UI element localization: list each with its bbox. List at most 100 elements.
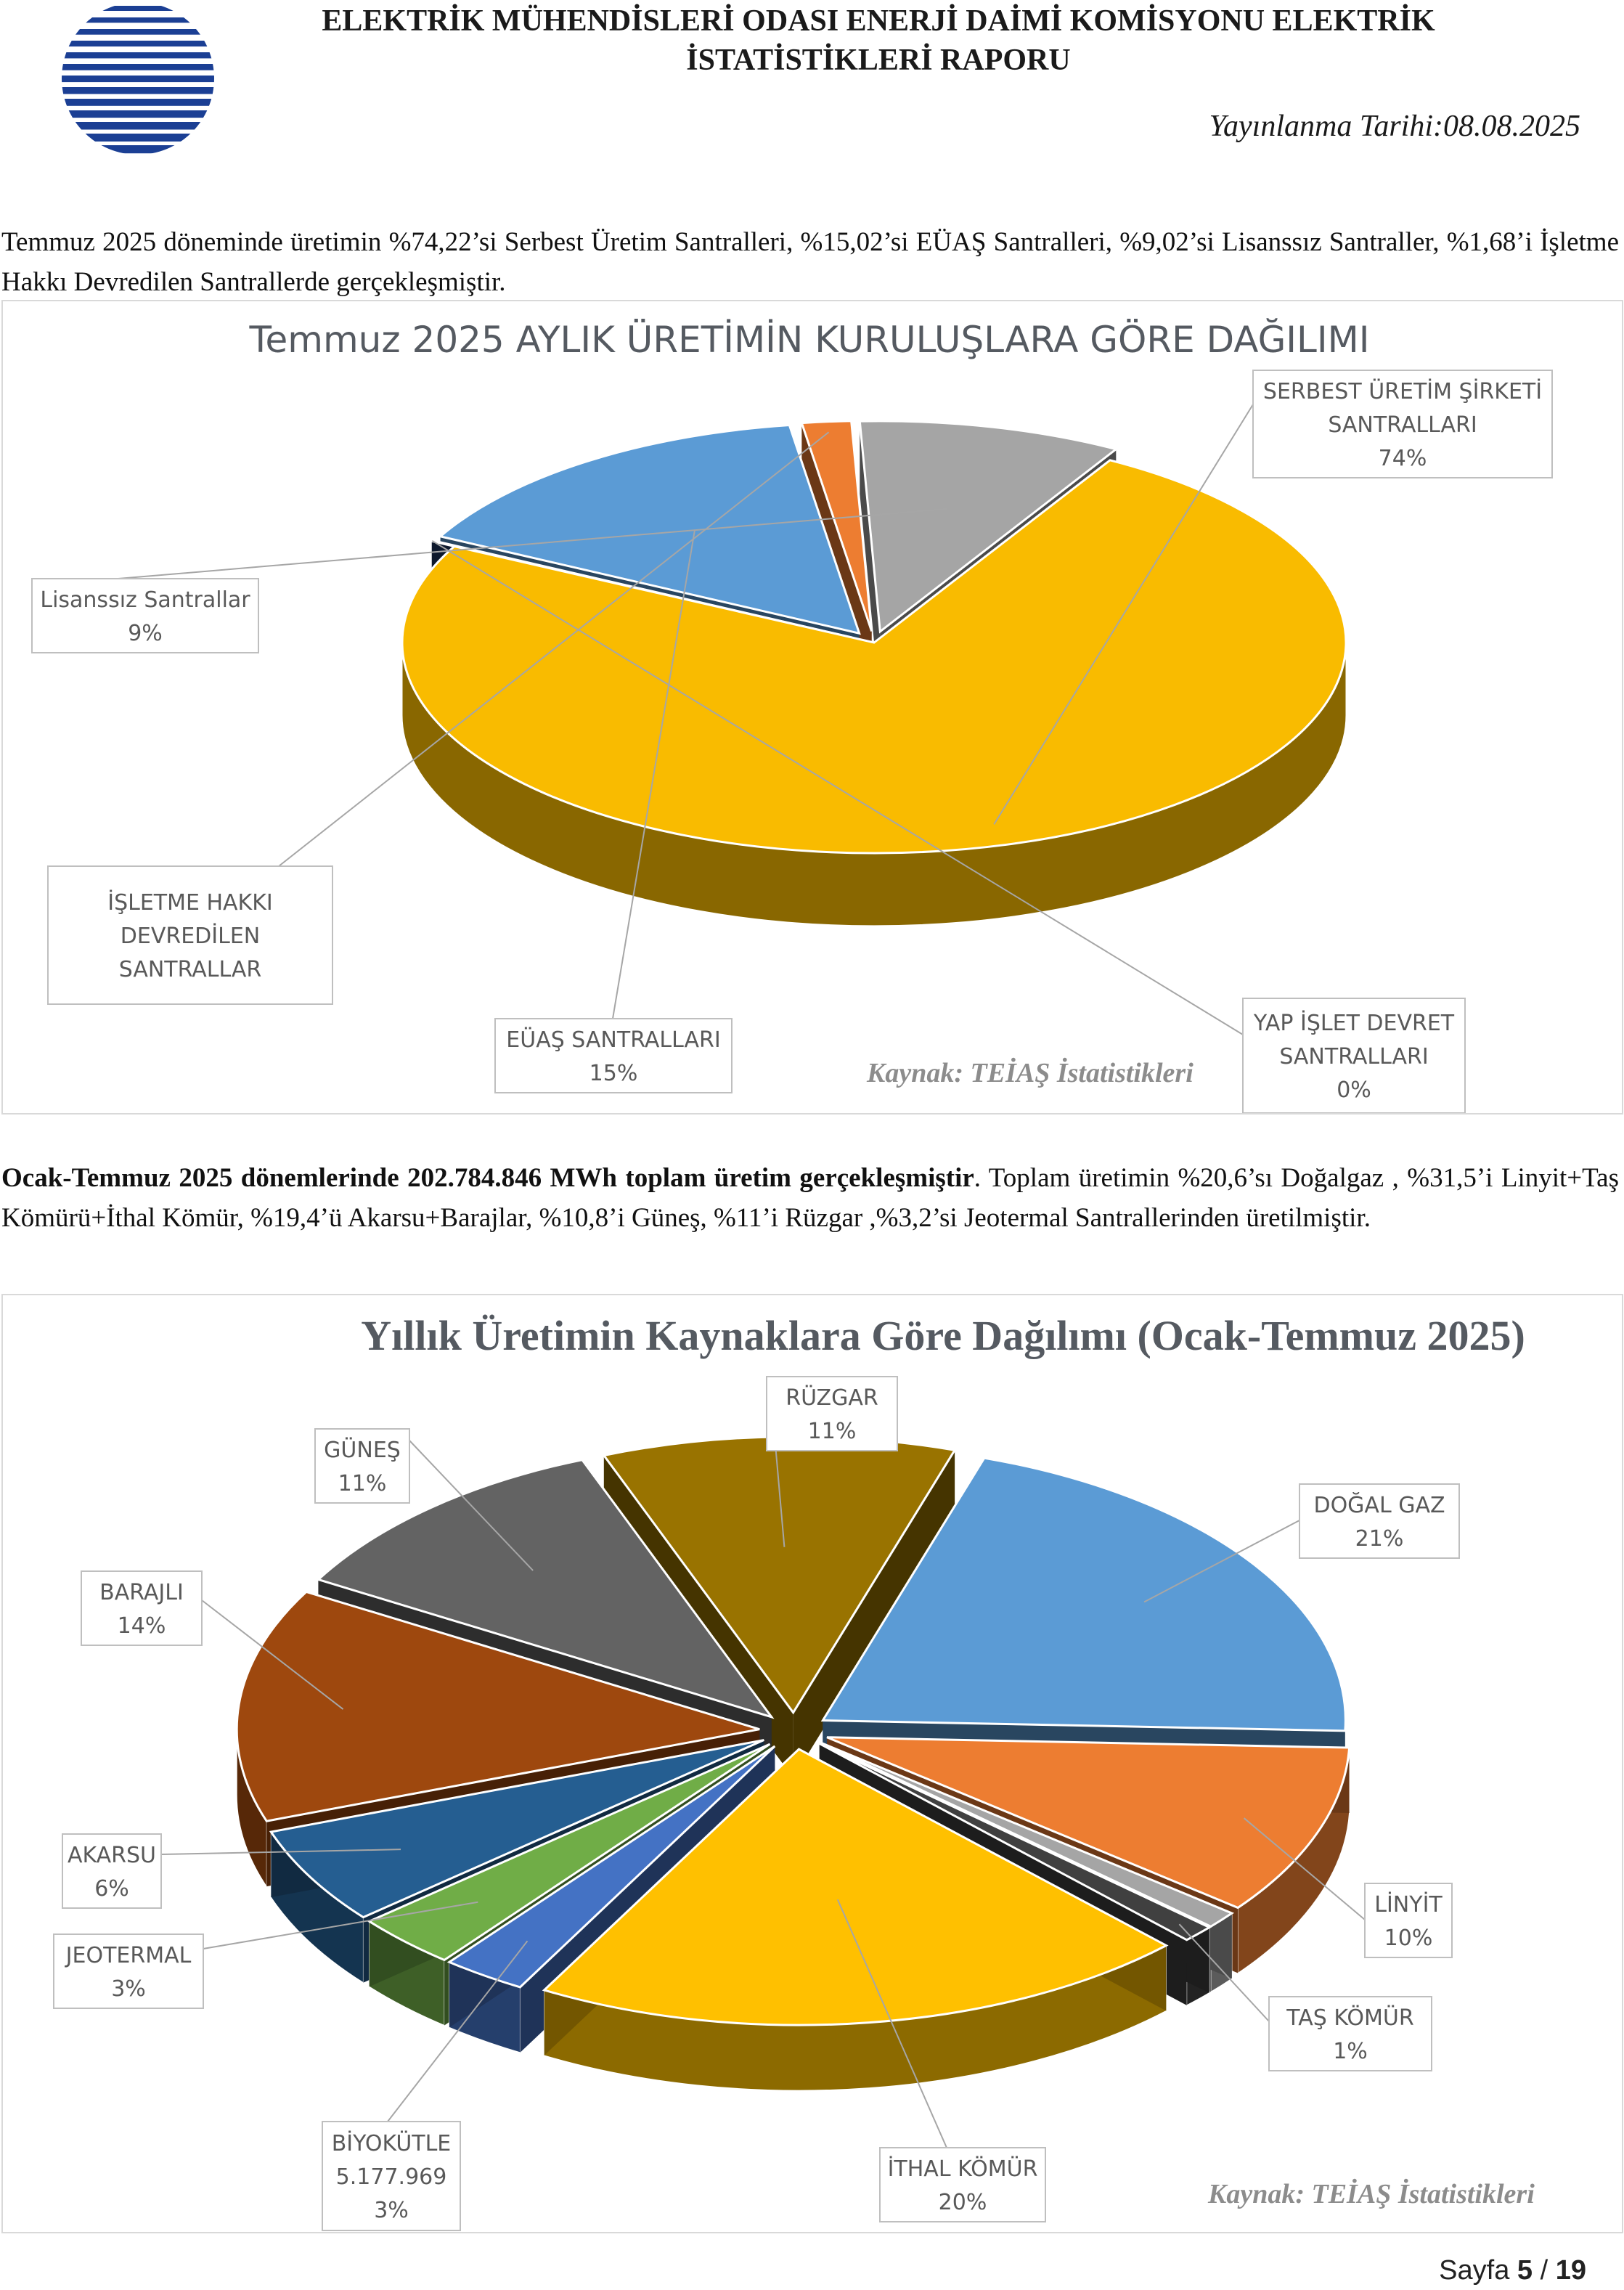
slice-top-0-0 (401, 459, 1347, 855)
leader-1-3 (1178, 1923, 1270, 2022)
label-text-1-5-0: BİYOKÜTLE (332, 2130, 452, 2156)
paragraph-annual-distribution: Ocak-Temmuz 2025 dönemlerinde 202.784.84… (1, 1158, 1619, 1238)
chart-monthly-title: Temmuz 2025 AYLIK ÜRETİMİN KURULUŞLARA G… (248, 318, 1369, 361)
label-text-0-0-0: SERBEST ÜRETİM ŞİRKETİ (1263, 378, 1542, 404)
slice-top-1-0 (820, 1456, 1347, 1732)
label-text-1-8-1: 14% (118, 1613, 166, 1639)
label-text-0-1-2: 0% (1337, 1077, 1371, 1103)
slice-top-1-1 (826, 1736, 1351, 1910)
leader-0-1 (431, 539, 1244, 1035)
label-text-1-3-1: 1% (1333, 2039, 1368, 2064)
label-1-0: DOĞAL GAZ 21% (1143, 1483, 1460, 1603)
slice-top-1-2 (820, 1741, 1235, 1928)
chart-annual-svg: Yıllık Üretimin Kaynaklara Göre Dağılımı… (53, 1312, 1535, 2231)
report-title-line2: İSTATİSTİKLERİ RAPORU (686, 44, 1071, 77)
label-text-1-4-0: İTHAL KÖMÜR (888, 2156, 1038, 2182)
label-text-1-5-1: 5.177.969 (336, 2164, 447, 2190)
page-number: Sayfa 5 / 19 (1439, 2255, 1586, 2286)
label-text-1-9-0: GÜNEŞ (324, 1437, 401, 1463)
label-text-0-1-0: YAP İŞLET DEVRET (1253, 1010, 1455, 1036)
label-text-1-6-1: 3% (111, 1976, 146, 2002)
chart-monthly-by-institution: Temmuz 2025 AYLIK ÜRETİMİN KURULUŞLARA G… (1, 300, 1623, 1115)
label-text-1-1-1: 10% (1384, 1926, 1433, 1951)
label-1-10: RÜZGAR 11% (766, 1376, 898, 1547)
chart-monthly-svg: Temmuz 2025 AYLIK ÜRETİMİN KURULUŞLARA G… (31, 318, 1553, 1113)
label-text-0-0-2: 74% (1379, 446, 1427, 471)
label-text-1-3-0: TAŞ KÖMÜR (1286, 2005, 1413, 2031)
paragraph-annual-rest: . Toplam üretimin %20,6’sı Doğalgaz , %3… (1, 1163, 1619, 1233)
label-1-9: GÜNEŞ 11% (314, 1428, 534, 1571)
leader-0-0 (993, 404, 1254, 825)
label-text-1-7-0: AKARSU (68, 1843, 156, 1868)
label-0-2: EÜAŞ SANTRALLARI 15% (494, 530, 733, 1093)
slice-top-0-3 (800, 420, 873, 632)
label-text-1-7-1: 6% (94, 1876, 129, 1902)
slice-top-1-5 (446, 1745, 776, 1989)
label-text-1-0-1: 21% (1355, 1526, 1404, 1552)
leader-1-8 (201, 1600, 344, 1710)
page-total: 19 (1555, 2255, 1586, 2286)
label-0-4: Lisanssız Santrallar 9% (31, 508, 948, 653)
leader-1-6 (203, 1901, 478, 1949)
chart-monthly-source: Kaynak: TEİAŞ İstatistikleri (866, 1058, 1193, 1088)
emo-logo (62, 2, 214, 155)
chart-annual-source: Kaynak: TEİAŞ İstatistikleri (1207, 2179, 1535, 2209)
leader-0-2 (612, 530, 695, 1019)
label-text-0-2-1: 15% (589, 1061, 638, 1086)
slice-top-1-4 (542, 1748, 1169, 2026)
label-1-7: AKARSU 6% (62, 1833, 401, 1909)
leader-1-4 (836, 1899, 947, 2148)
label-text-1-5-2: 3% (374, 2198, 409, 2223)
label-1-5: BİYOKÜTLE 5.177.969 3% (322, 1940, 529, 2231)
label-text-0-4-1: 9% (128, 621, 163, 646)
label-0-1: YAP İŞLET DEVRET SANTRALLARI 0% (431, 539, 1466, 1113)
paragraph-annual-bold: Ocak-Temmuz 2025 dönemlerinde 202.784.84… (1, 1163, 974, 1193)
slice-top-1-8 (235, 1590, 760, 1822)
leader-0-3 (278, 431, 830, 867)
label-1-6: JEOTERMAL 3% (53, 1901, 478, 2009)
slice-1-4 (542, 1748, 1169, 2091)
label-1-3: TAŞ KÖMÜR 1% (1178, 1923, 1432, 2071)
leader-1-0 (1143, 1520, 1300, 1603)
publication-date: Yayınlanma Tarihi:08.08.2025 (1209, 110, 1581, 143)
chart-annual-title: Yıllık Üretimin Kaynaklara Göre Dağılımı… (361, 1312, 1525, 1359)
leader-1-5 (387, 1940, 529, 2122)
label-text-1-10-1: 11% (808, 1419, 857, 1444)
leader-1-7 (160, 1849, 401, 1855)
label-text-0-4-0: Lisanssız Santrallar (40, 587, 250, 613)
slice-top-1-6 (367, 1743, 771, 1962)
label-1-1: LİNYİT 10% (1243, 1817, 1453, 1958)
label-1-4: İTHAL KÖMÜR 20% (836, 1899, 1046, 2222)
label-0-3: İŞLETME HAKKI DEVREDİLEN SANTRALLAR (47, 431, 830, 1005)
leader-1-1 (1243, 1817, 1366, 1920)
label-text-1-0-0: DOĞAL GAZ (1313, 1491, 1445, 1518)
label-text-0-2-0: EÜAŞ SANTRALLARI (506, 1027, 720, 1053)
slice-top-0-2 (438, 423, 861, 635)
label-text-0-1-1: SANTRALLARI (1279, 1044, 1428, 1069)
label-1-8: BARAJLI 14% (81, 1570, 344, 1710)
label-text-0-3-0: İŞLETME HAKKI (107, 889, 273, 916)
paragraph-monthly-distribution: Temmuz 2025 döneminde üretimin %74,22’si… (1, 227, 1619, 297)
report-title: ELEKTRİK MÜHENDİSLERİ ODASI ENERJİ DAİMİ… (261, 1, 1496, 80)
slice-top-1-7 (269, 1739, 764, 1919)
chart-annual-by-source: Yıllık Üretimin Kaynaklara Göre Dağılımı… (1, 1294, 1623, 2233)
report-title-line1: ELEKTRİK MÜHENDİSLERİ ODASI ENERJİ DAİMİ… (322, 4, 1435, 38)
leader-0-4 (31, 508, 948, 587)
label-0-0: SERBEST ÜRETİM ŞİRKETİ SANTRALLARI 74% (993, 370, 1553, 825)
page-prefix: Sayfa (1439, 2255, 1510, 2286)
label-text-1-10-0: RÜZGAR (786, 1385, 878, 1411)
label-text-0-0-1: SANTRALLARI (1328, 412, 1477, 438)
label-text-1-6-0: JEOTERMAL (65, 1943, 192, 1968)
leader-1-9 (409, 1440, 534, 1571)
page-current: 5 (1517, 2255, 1533, 2286)
label-text-0-3-2: SANTRALLAR (119, 957, 262, 982)
label-text-1-1-0: LİNYİT (1374, 1891, 1443, 1918)
slice-0-0 (401, 459, 1347, 926)
label-text-1-8-0: BARAJLI (99, 1580, 184, 1605)
label-text-0-3-1: DEVREDİLEN (121, 923, 260, 949)
page-separator: / (1540, 2255, 1548, 2286)
label-text-1-9-1: 11% (338, 1471, 387, 1496)
label-text-1-4-1: 20% (939, 2190, 987, 2215)
slice-top-1-3 (819, 1743, 1212, 1941)
slice-top-1-9 (316, 1458, 775, 1719)
